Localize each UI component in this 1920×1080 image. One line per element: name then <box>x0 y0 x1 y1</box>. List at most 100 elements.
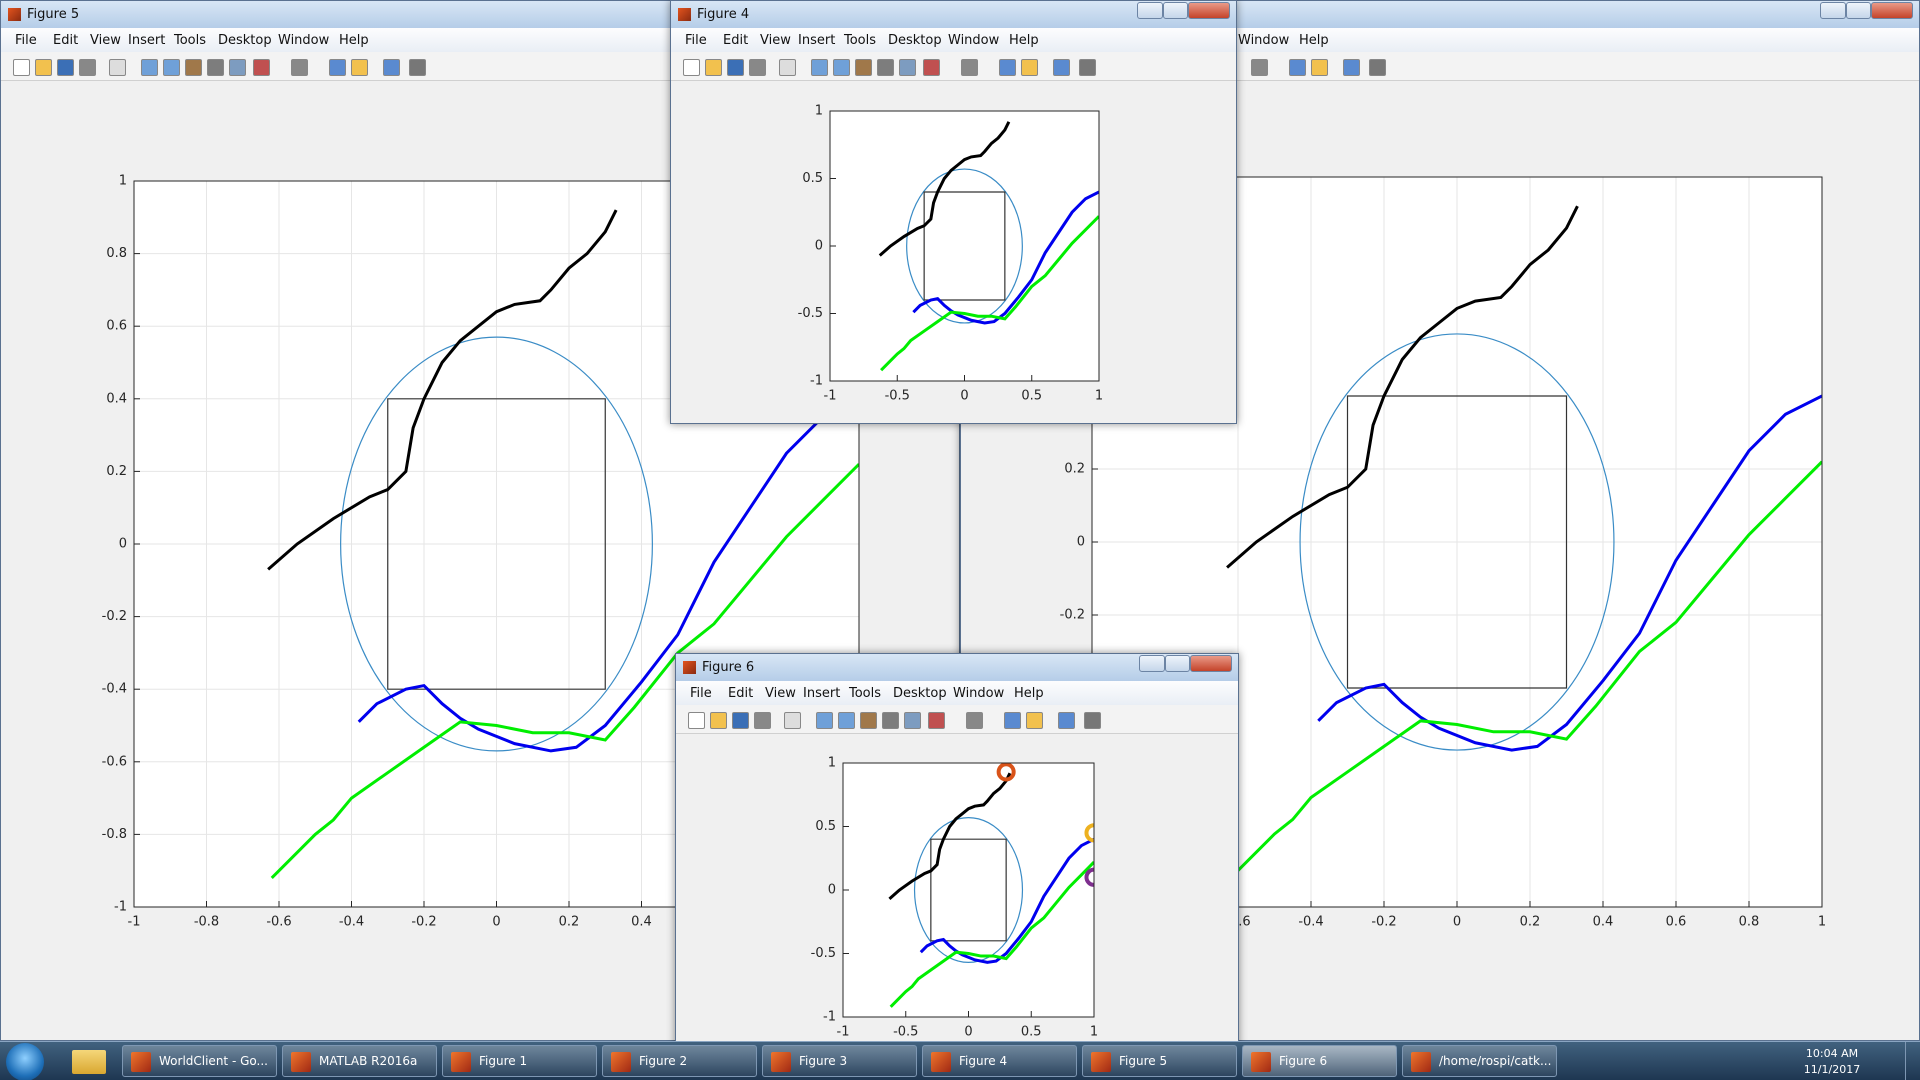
tool-button[interactable] <box>1084 712 1101 729</box>
menu-item[interactable]: Window <box>953 686 1005 701</box>
tool-button[interactable] <box>291 59 308 76</box>
menu-item[interactable]: Help <box>1299 33 1329 48</box>
tool-button[interactable] <box>383 59 400 76</box>
maximize-button[interactable] <box>1163 2 1188 19</box>
tool-button[interactable] <box>35 59 52 76</box>
tool-button[interactable] <box>961 59 978 76</box>
menu-item[interactable]: View <box>760 33 791 48</box>
menu-item[interactable]: Edit <box>723 33 749 48</box>
menu-item[interactable]: Help <box>339 33 369 48</box>
tool-button[interactable] <box>899 59 916 76</box>
tool-button[interactable] <box>253 59 270 76</box>
tool-button[interactable] <box>13 59 30 76</box>
menu-item[interactable]: Window <box>948 33 1000 48</box>
tool-button[interactable] <box>1251 59 1268 76</box>
taskbar-item[interactable]: Figure 4 <box>922 1045 1077 1077</box>
tool-button[interactable] <box>57 59 74 76</box>
minimize-button[interactable] <box>1137 2 1163 19</box>
menu-item[interactable]: File <box>690 686 712 701</box>
explorer-button[interactable] <box>72 1050 106 1074</box>
tool-button[interactable] <box>683 59 700 76</box>
menu-item[interactable]: Desktop <box>888 33 942 48</box>
taskbar-item[interactable]: MATLAB R2016a <box>282 1045 437 1077</box>
tool-button[interactable] <box>1021 59 1038 76</box>
tool-button[interactable] <box>710 712 727 729</box>
menu-item[interactable]: File <box>15 33 37 48</box>
taskbar-item[interactable]: /home/rospi/catk... <box>1402 1045 1557 1077</box>
tool-button[interactable] <box>904 712 921 729</box>
taskbar-item[interactable]: WorldClient - Go... <box>122 1045 277 1077</box>
taskbar-item[interactable]: Figure 3 <box>762 1045 917 1077</box>
tool-button[interactable] <box>999 59 1016 76</box>
menu-item[interactable]: Insert <box>798 33 836 48</box>
menu-item[interactable]: Edit <box>728 686 754 701</box>
tool-button[interactable] <box>1369 59 1386 76</box>
start-button[interactable] <box>6 1043 44 1080</box>
tool-button[interactable] <box>229 59 246 76</box>
close-button[interactable] <box>1188 2 1230 19</box>
show-desktop[interactable] <box>1905 1042 1920 1080</box>
tool-button[interactable] <box>1311 59 1328 76</box>
maximize-button[interactable] <box>1846 2 1871 19</box>
tool-button[interactable] <box>855 59 872 76</box>
tool-button[interactable] <box>877 59 894 76</box>
tool-button[interactable] <box>1289 59 1306 76</box>
menu-item[interactable]: Insert <box>128 33 166 48</box>
tool-button[interactable] <box>1026 712 1043 729</box>
menu-item[interactable]: Help <box>1009 33 1039 48</box>
close-button[interactable] <box>1190 655 1232 672</box>
tool-button[interactable] <box>109 59 126 76</box>
tool-button[interactable] <box>882 712 899 729</box>
tool-button[interactable] <box>784 712 801 729</box>
tool-button[interactable] <box>351 59 368 76</box>
tool-button[interactable] <box>732 712 749 729</box>
menu-item[interactable]: Tools <box>844 33 877 48</box>
tool-button[interactable] <box>860 712 877 729</box>
maximize-button[interactable] <box>1165 655 1190 672</box>
tool-button[interactable] <box>1053 59 1070 76</box>
tool-button[interactable] <box>779 59 796 76</box>
menu-item[interactable]: Insert <box>803 686 841 701</box>
menu-item[interactable]: Window <box>278 33 330 48</box>
tool-button[interactable] <box>705 59 722 76</box>
taskbar-item[interactable]: Figure 1 <box>442 1045 597 1077</box>
taskbar-item[interactable]: Figure 2 <box>602 1045 757 1077</box>
tool-button[interactable] <box>838 712 855 729</box>
tool-button[interactable] <box>185 59 202 76</box>
tool-button[interactable] <box>1058 712 1075 729</box>
taskbar-item[interactable]: Figure 5 <box>1082 1045 1237 1077</box>
tool-button[interactable] <box>1343 59 1360 76</box>
menu-item[interactable]: Desktop <box>893 686 947 701</box>
tool-button[interactable] <box>688 712 705 729</box>
tool-button[interactable] <box>811 59 828 76</box>
tool-button[interactable] <box>754 712 771 729</box>
menu-item[interactable]: Window <box>1238 33 1290 48</box>
tool-button[interactable] <box>1079 59 1096 76</box>
minimize-button[interactable] <box>1139 655 1165 672</box>
menu-item[interactable]: Tools <box>849 686 882 701</box>
tool-button[interactable] <box>141 59 158 76</box>
menu-item[interactable]: View <box>765 686 796 701</box>
tool-button[interactable] <box>749 59 766 76</box>
tool-button[interactable] <box>207 59 224 76</box>
taskbar-item[interactable]: Figure 6 <box>1242 1045 1397 1077</box>
menu-item[interactable]: File <box>685 33 707 48</box>
menu-item[interactable]: Edit <box>53 33 79 48</box>
tool-button[interactable] <box>923 59 940 76</box>
tool-button[interactable] <box>163 59 180 76</box>
tool-button[interactable] <box>79 59 96 76</box>
tool-button[interactable] <box>329 59 346 76</box>
menu-item[interactable]: View <box>90 33 121 48</box>
menu-item[interactable]: Help <box>1014 686 1044 701</box>
tool-button[interactable] <box>966 712 983 729</box>
tool-button[interactable] <box>816 712 833 729</box>
minimize-button[interactable] <box>1820 2 1846 19</box>
tool-button[interactable] <box>928 712 945 729</box>
menu-item[interactable]: Desktop <box>218 33 272 48</box>
tool-button[interactable] <box>833 59 850 76</box>
menu-item[interactable]: Tools <box>174 33 207 48</box>
tool-button[interactable] <box>727 59 744 76</box>
tool-button[interactable] <box>409 59 426 76</box>
tool-button[interactable] <box>1004 712 1021 729</box>
close-button[interactable] <box>1871 2 1913 19</box>
